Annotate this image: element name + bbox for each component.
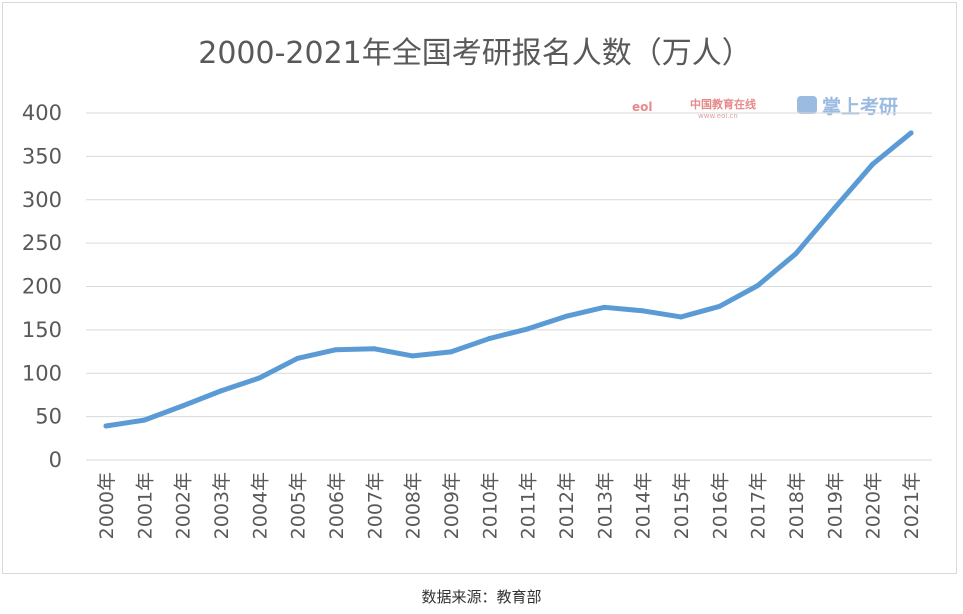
data-point (141, 417, 147, 423)
watermark-site-url: www.eol.cn (698, 112, 738, 120)
source-note: 数据来源：教育部 (421, 588, 542, 606)
y-tick-label: 100 (22, 361, 62, 385)
x-tick-label: 2009年 (441, 472, 463, 539)
x-tick-label: 2005年 (288, 472, 310, 539)
x-tick-label: 2020年 (863, 472, 885, 539)
x-tick-label: 2004年 (249, 472, 271, 539)
y-tick-label: 0 (49, 448, 62, 472)
x-tick-label: 2017年 (748, 472, 770, 539)
watermark-brand: 掌上考研 (822, 95, 898, 118)
chart-title: 2000-2021年全国考研报名人数（万人） (198, 36, 752, 71)
y-tick-label: 50 (35, 405, 62, 429)
data-point (486, 336, 492, 342)
y-tick-label: 350 (22, 144, 62, 168)
x-tick-label: 2013年 (594, 472, 616, 539)
x-tick-label: 2014年 (633, 472, 655, 539)
series-layer (103, 130, 914, 429)
x-tick-label: 2001年 (134, 472, 156, 539)
data-point (333, 347, 339, 353)
data-point (793, 251, 799, 257)
x-tick-label: 2008年 (403, 472, 425, 539)
data-point (103, 423, 109, 429)
x-tick-label: 2000年 (96, 472, 118, 539)
watermark: eol 中国教育在线 www.eol.cn 掌上考研 (632, 95, 898, 120)
data-point (601, 304, 607, 310)
x-tick-label: 2015年 (671, 472, 693, 539)
grid-lines (86, 112, 932, 461)
data-point (410, 353, 416, 359)
x-tick-label: 2010年 (479, 472, 501, 539)
x-tick-label: 2003年 (211, 472, 233, 539)
data-point (295, 355, 301, 361)
x-tick-label: 2018年 (786, 472, 808, 539)
watermark-site-name: 中国教育在线 (690, 97, 756, 111)
data-point (563, 313, 569, 319)
data-point (448, 349, 454, 355)
x-tick-label: 2007年 (364, 472, 386, 539)
data-point (755, 283, 761, 289)
x-tick-label: 2019年 (824, 472, 846, 539)
x-tick-label: 2002年 (173, 472, 195, 539)
data-point (180, 403, 186, 409)
y-axis-ticks: 0 50 100 150 200 250 300 350 400 (22, 101, 62, 472)
data-point (371, 346, 377, 352)
y-tick-label: 250 (22, 231, 62, 255)
graduation-cap-icon (797, 96, 817, 114)
series-line (103, 130, 914, 429)
y-tick-label: 150 (22, 318, 62, 342)
data-point (678, 314, 684, 320)
data-point (525, 326, 531, 332)
y-tick-label: 200 (22, 275, 62, 299)
data-point (870, 161, 876, 167)
data-point (218, 388, 224, 394)
x-axis-ticks: 2000年 2001年 2002年 2003年 2004年 2005年 2006年 2007年… (96, 472, 923, 539)
data-point (831, 205, 837, 211)
x-tick-label: 2016年 (709, 472, 731, 539)
chart: 2000-2021年全国考研报名人数（万人） eol 中国教育在线 www.eo… (22, 36, 932, 539)
data-point (640, 308, 646, 314)
y-tick-label: 400 (22, 101, 62, 125)
chart-frame (2, 2, 957, 574)
y-tick-label: 300 (22, 188, 62, 212)
watermark-logo: eol (632, 100, 653, 114)
x-tick-label: 2011年 (518, 472, 540, 539)
x-tick-label: 2012年 (556, 472, 578, 539)
data-point (256, 375, 262, 381)
data-point (908, 130, 914, 136)
data-point (716, 303, 722, 309)
x-tick-label: 2006年 (326, 472, 348, 539)
x-tick-label: 2021年 (901, 472, 923, 539)
